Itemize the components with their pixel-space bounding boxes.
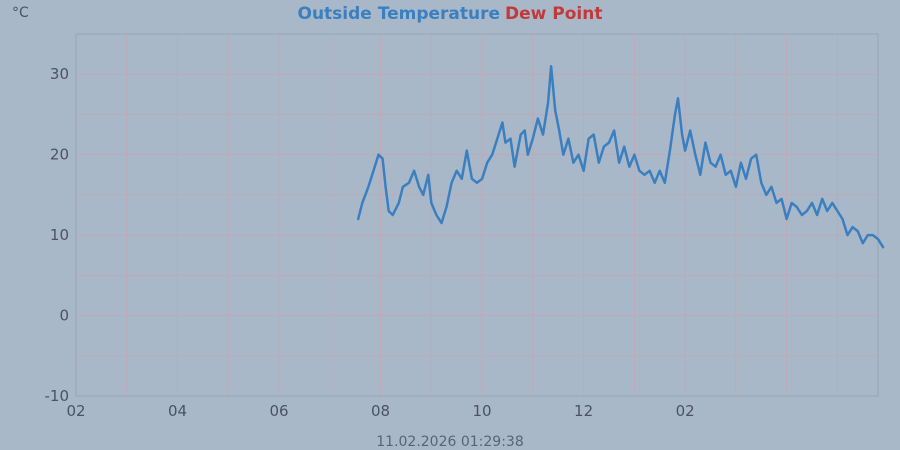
y-tick-label: 10: [50, 226, 69, 244]
x-tick-label: 02: [676, 402, 695, 420]
y-axis-unit: °C: [12, 5, 29, 21]
y-tick-label: 20: [50, 146, 69, 164]
chart-title: Outside Temperature Dew Point: [298, 4, 603, 24]
x-tick-label: 10: [473, 402, 492, 420]
title-dew-point: Dew Point: [505, 4, 602, 24]
series-layer: [356, 64, 885, 249]
grid: [75, 33, 878, 397]
y-tick-label: -10: [45, 387, 70, 405]
plot-area-border: [75, 33, 879, 397]
x-tick-label: 02: [66, 402, 85, 420]
y-tick-label: 0: [59, 307, 69, 325]
y-tick-label: 30: [50, 65, 69, 83]
x-tick-label: 06: [269, 402, 288, 420]
x-tick-label: 12: [574, 402, 593, 420]
tick-labels: -10 0 10 20 30 02 04 06 08 10 12 02: [45, 65, 695, 420]
title-outside-temperature: Outside Temperature: [298, 4, 501, 24]
series-line-outside-temperature: [356, 64, 885, 249]
x-tick-label: 04: [168, 402, 187, 420]
x-tick-label: 08: [371, 402, 390, 420]
timestamp: 11.02.2026 01:29:38: [376, 434, 524, 450]
